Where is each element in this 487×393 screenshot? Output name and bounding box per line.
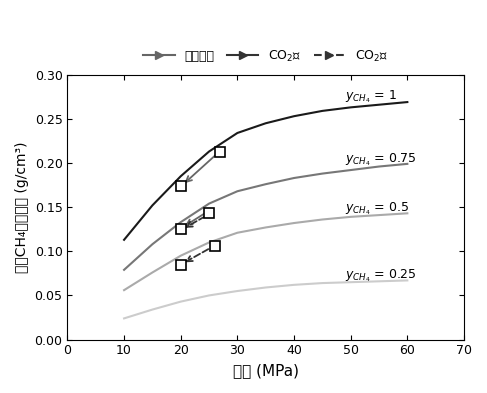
Text: $y_{CH_4}$ = 1: $y_{CH_4}$ = 1 [345, 88, 397, 105]
Text: $y_{CH_4}$ = 0.75: $y_{CH_4}$ = 0.75 [345, 151, 416, 168]
X-axis label: 压强 (MPa): 压强 (MPa) [233, 363, 299, 378]
Y-axis label: 残余CH₄平均密度 (g/cm³): 残余CH₄平均密度 (g/cm³) [15, 141, 29, 273]
Legend: 降压过程, CO$_2$吞, CO$_2$吐: 降压过程, CO$_2$吞, CO$_2$吐 [138, 44, 393, 69]
Text: $y_{CH_4}$ = 0.5: $y_{CH_4}$ = 0.5 [345, 200, 409, 217]
Text: $y_{CH_4}$ = 0.25: $y_{CH_4}$ = 0.25 [345, 268, 416, 284]
